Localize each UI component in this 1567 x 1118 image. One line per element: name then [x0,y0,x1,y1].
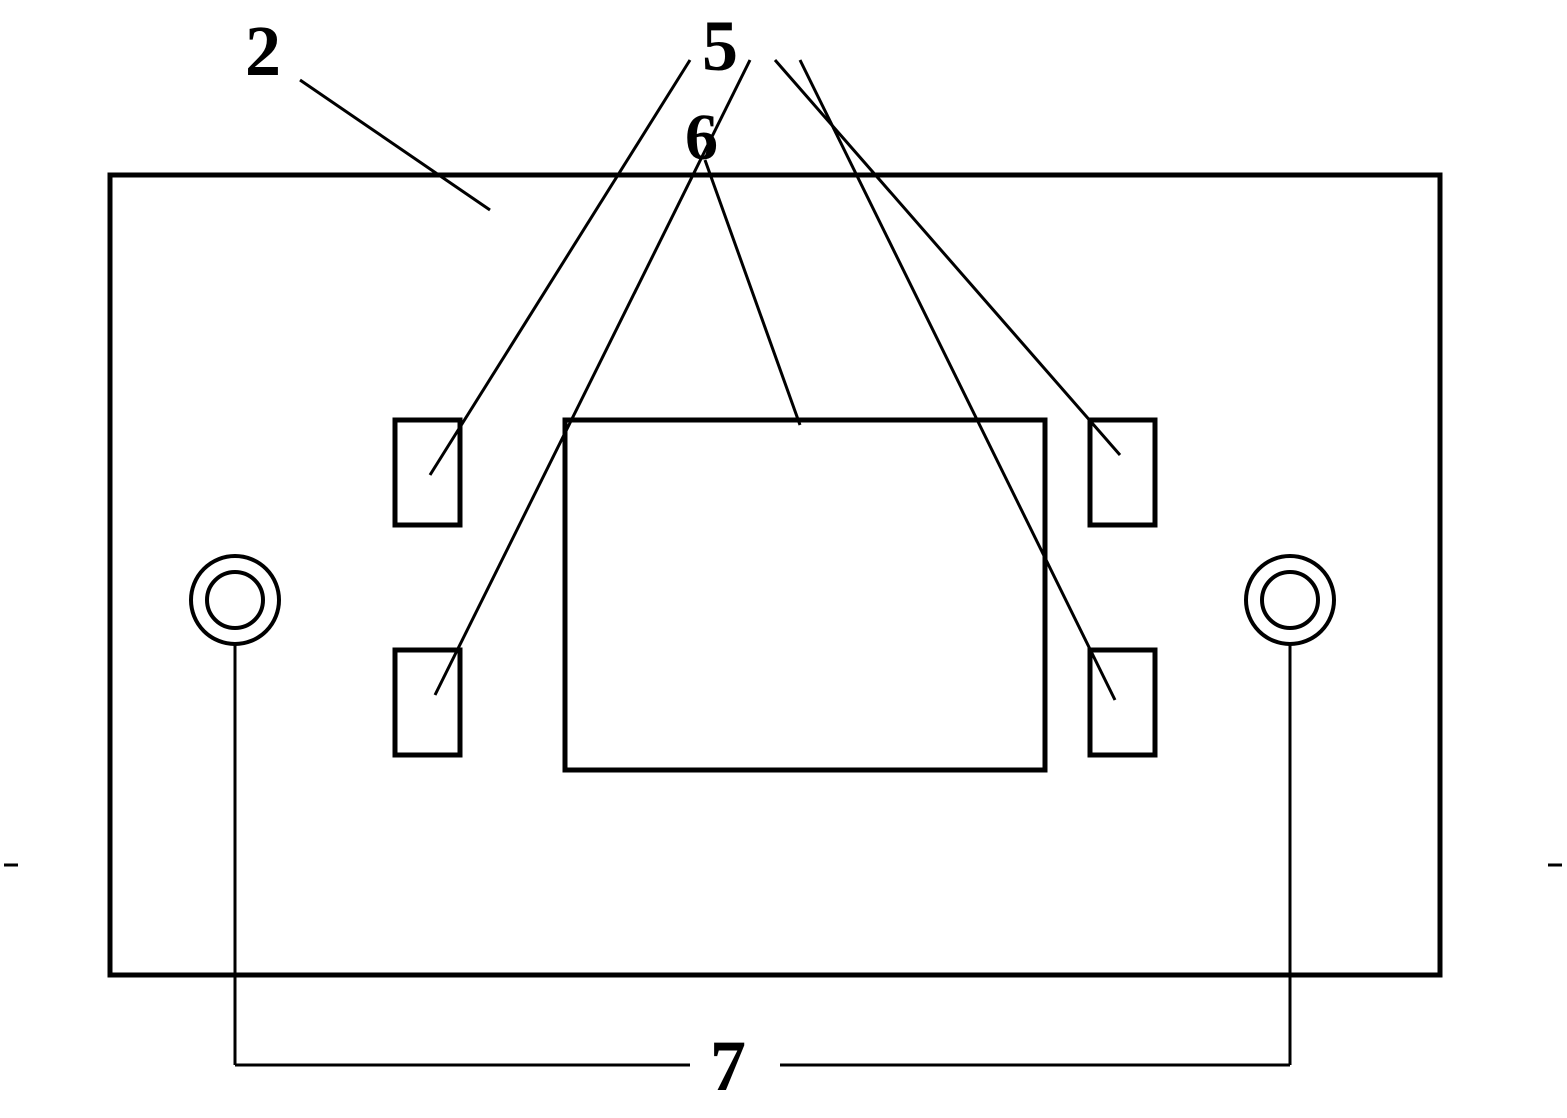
label-2: 2 [245,10,281,93]
outer-panel [110,175,1440,975]
leader-0 [300,80,490,210]
leader-5 [800,60,1115,700]
label-6: 6 [685,100,718,176]
ring-outer-1 [1246,556,1334,644]
ring-inner-0 [207,572,263,628]
center-window [565,420,1045,770]
small-block-2 [1090,420,1155,525]
diagram-stage: 2 5 6 7 [0,0,1567,1118]
leader-3 [705,160,800,425]
label-7: 7 [710,1025,746,1108]
small-block-0 [395,420,460,525]
ring-inner-1 [1262,572,1318,628]
ring-outer-0 [191,556,279,644]
leader-4 [775,60,1120,455]
diagram-svg [0,0,1567,1118]
label-5: 5 [702,5,738,88]
leader-1 [430,60,690,475]
